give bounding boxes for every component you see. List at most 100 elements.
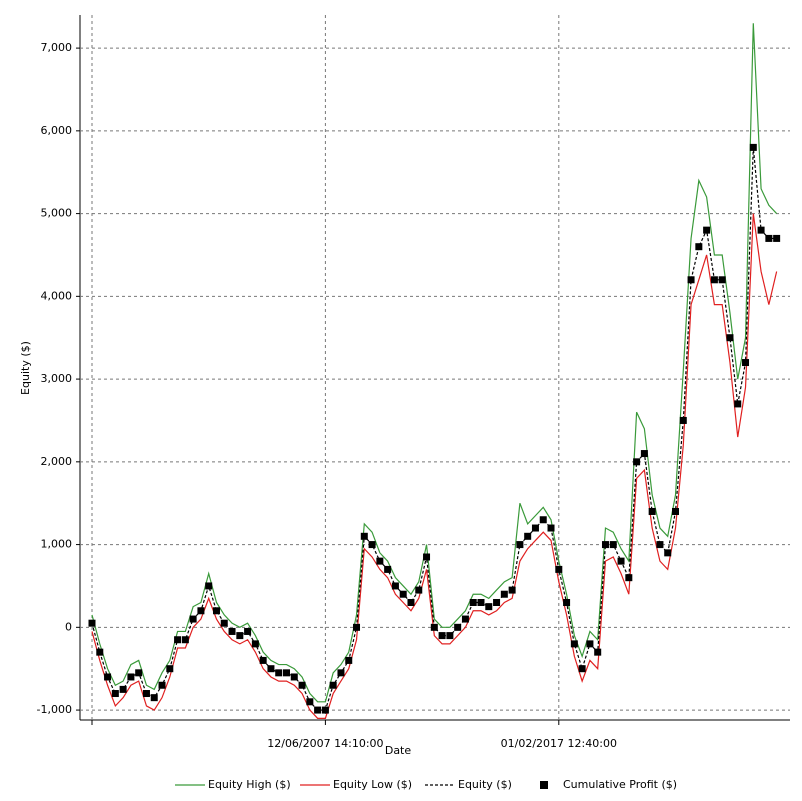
- marker: [601, 541, 609, 549]
- marker: [205, 582, 213, 590]
- marker: [376, 557, 384, 565]
- marker: [290, 673, 298, 681]
- legend-label: Cumulative Profit ($): [563, 778, 677, 791]
- marker: [111, 690, 119, 698]
- marker: [391, 582, 399, 590]
- marker: [710, 276, 718, 284]
- marker: [461, 615, 469, 623]
- y-tick-label: 5,000: [41, 207, 73, 220]
- marker: [469, 599, 477, 606]
- marker: [547, 524, 555, 532]
- marker: [283, 669, 290, 677]
- marker: [757, 226, 765, 234]
- legend-label: Equity ($): [458, 778, 512, 791]
- marker: [384, 565, 392, 573]
- marker: [228, 627, 236, 635]
- marker: [314, 706, 322, 714]
- marker: [259, 656, 267, 664]
- marker: [142, 690, 150, 698]
- marker: [586, 640, 594, 648]
- marker: [672, 507, 679, 515]
- y-tick-label: 1,000: [41, 538, 73, 551]
- x-tick-label: 01/02/2017 12:40:00: [501, 737, 617, 750]
- marker: [749, 143, 757, 151]
- marker: [625, 574, 633, 582]
- marker: [345, 656, 353, 664]
- marker: [734, 400, 742, 408]
- marker: [407, 599, 415, 606]
- marker: [174, 636, 182, 644]
- y-tick-label: 3,000: [41, 372, 73, 385]
- marker: [454, 623, 462, 631]
- x-tick-label: 12/06/2007 14:10:00: [267, 737, 383, 750]
- marker: [353, 623, 361, 631]
- marker: [570, 640, 578, 648]
- marker: [197, 607, 205, 615]
- marker: [555, 565, 563, 573]
- marker: [212, 607, 220, 615]
- y-tick-label: 4,000: [41, 289, 73, 302]
- y-tick-label: 0: [65, 620, 72, 633]
- y-tick-label: 6,000: [41, 124, 73, 137]
- marker: [135, 669, 143, 677]
- marker: [88, 619, 96, 627]
- marker: [104, 673, 112, 681]
- marker: [181, 636, 189, 644]
- marker: [166, 665, 174, 673]
- marker: [329, 681, 337, 689]
- marker: [267, 665, 275, 673]
- marker: [578, 665, 586, 673]
- y-tick-label: 2,000: [41, 455, 73, 468]
- marker: [765, 234, 773, 242]
- marker: [150, 694, 158, 702]
- marker: [718, 276, 726, 284]
- marker: [531, 524, 539, 532]
- marker: [244, 627, 252, 635]
- series-line: [91, 213, 778, 719]
- marker: [220, 619, 228, 627]
- y-tick-label: -1,000: [37, 703, 72, 716]
- marker: [773, 234, 781, 242]
- marker: [516, 541, 524, 549]
- marker: [640, 450, 648, 458]
- series-line: [91, 23, 778, 703]
- marker: [703, 226, 711, 234]
- marker: [633, 458, 641, 466]
- marker: [438, 632, 446, 640]
- legend-label: Equity Low ($): [333, 778, 412, 791]
- marker: [656, 541, 664, 549]
- y-axis-label: Equity ($): [19, 341, 32, 395]
- marker: [251, 640, 259, 648]
- legend-label: Equity High ($): [208, 778, 291, 791]
- marker: [96, 648, 104, 656]
- marker: [500, 590, 508, 598]
- marker: [726, 334, 734, 342]
- marker: [617, 557, 625, 565]
- marker: [337, 669, 345, 677]
- marker: [687, 276, 695, 284]
- marker: [415, 586, 423, 594]
- marker: [399, 590, 407, 598]
- marker: [648, 507, 656, 515]
- marker: [679, 416, 687, 424]
- marker: [119, 685, 127, 693]
- marker: [524, 532, 532, 540]
- legend-swatch: [540, 781, 548, 789]
- marker: [158, 681, 166, 689]
- marker: [594, 648, 602, 656]
- marker: [742, 359, 750, 367]
- marker: [360, 532, 368, 540]
- x-axis-label: Date: [385, 744, 412, 757]
- marker: [236, 632, 244, 640]
- marker: [563, 599, 571, 606]
- marker: [664, 549, 672, 557]
- marker: [275, 669, 283, 677]
- marker: [446, 632, 454, 640]
- marker: [508, 586, 516, 594]
- marker: [609, 541, 617, 549]
- marker: [539, 516, 547, 524]
- marker: [493, 599, 501, 606]
- y-tick-label: 7,000: [41, 41, 73, 54]
- marker: [127, 673, 135, 681]
- marker: [306, 698, 314, 706]
